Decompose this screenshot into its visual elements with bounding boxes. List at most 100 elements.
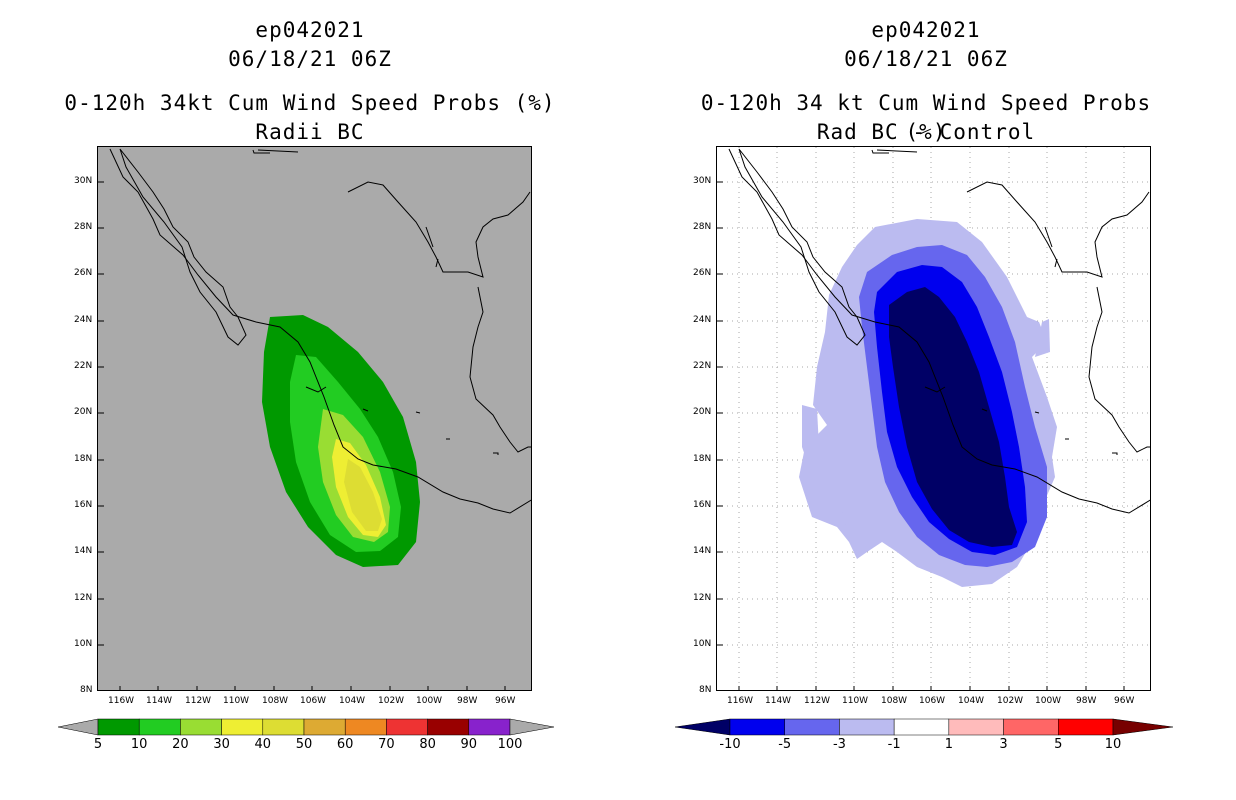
right-tick-marks xyxy=(717,181,1125,690)
right-lat-label: 26N xyxy=(693,268,712,278)
right-map-panel xyxy=(716,146,1151,691)
left-lat-label: 24N xyxy=(74,315,93,325)
right-colorbar-cell xyxy=(893,718,950,736)
right-colorbar-label: 5 xyxy=(1054,737,1063,752)
left-colorbar-label: 70 xyxy=(378,737,395,752)
right-lon-label: 104W xyxy=(958,696,985,706)
right-lon-label: 112W xyxy=(804,696,831,706)
right-lat-label: 20N xyxy=(693,407,712,417)
left-lat-label: 28N xyxy=(74,222,93,232)
left-colorbar-label: 20 xyxy=(172,737,189,752)
left-colorbar-cell xyxy=(303,718,346,736)
right-colorbar-label: 10 xyxy=(1104,737,1122,752)
right-contour-extra-a xyxy=(802,405,819,467)
left-colorbar-label: 90 xyxy=(460,737,478,752)
right-lat-label: 12N xyxy=(693,593,712,603)
right-lon-label: 108W xyxy=(881,696,908,706)
right-lon-label: 114W xyxy=(765,696,792,706)
right-datetime: 06/18/21 06Z xyxy=(844,47,1008,71)
left-lon-label: 104W xyxy=(339,696,366,706)
left-colorbar-cell xyxy=(427,718,470,736)
right-lat-label: 16N xyxy=(693,500,712,510)
left-colorbar-under-arrow xyxy=(58,718,99,736)
left-lon-label: 100W xyxy=(416,696,443,706)
left-colorbar xyxy=(58,718,554,736)
right-lat-label: 10N xyxy=(693,639,712,649)
left-colorbar-cell xyxy=(97,718,140,736)
left-lon-label: 112W xyxy=(185,696,212,706)
right-contour-minus10 xyxy=(889,287,1017,547)
left-colorbar-label: 80 xyxy=(419,737,436,752)
left-colorbar-label: 60 xyxy=(336,737,354,752)
left-colorbar-cell xyxy=(468,718,511,736)
left-colorbar-cell xyxy=(138,718,181,736)
right-colorbar-label: -3 xyxy=(832,737,846,752)
left-lat-label: 10N xyxy=(74,639,93,649)
right-colorbar-label: 1 xyxy=(944,737,953,752)
left-colorbar-label: 5 xyxy=(93,737,103,752)
left-colorbar-label: 30 xyxy=(213,737,230,752)
left-colorbar-cell xyxy=(344,718,387,736)
right-contour-extra-b xyxy=(842,509,865,532)
left-coastlines xyxy=(109,148,531,514)
right-colorbar-over-arrow xyxy=(1112,718,1173,736)
right-lat-label: 30N xyxy=(693,176,712,186)
left-subtitle: Radii BC xyxy=(255,120,365,144)
right-colorbar-cell xyxy=(784,718,840,736)
right-lat-label: 18N xyxy=(693,454,712,464)
left-lon-label: 96W xyxy=(495,696,516,706)
left-lon-label: 102W xyxy=(378,696,405,706)
right-colorbar-cell xyxy=(948,718,1004,736)
left-lat-label: 20N xyxy=(74,407,93,417)
right-colorbar-cell xyxy=(1058,718,1114,736)
right-colorbar-cell xyxy=(839,718,895,736)
left-lat-label: 12N xyxy=(74,593,93,603)
right-subtitle: Rad BC - Control xyxy=(816,120,1036,144)
right-lat-label: 8N xyxy=(699,685,712,695)
left-storm-id: ep042021 xyxy=(255,18,365,42)
left-lon-label: 116W xyxy=(108,696,135,706)
left-lat-label: 26N xyxy=(74,268,93,278)
right-colorbar-cell xyxy=(1003,718,1059,736)
left-tick-marks xyxy=(98,181,506,690)
right-colorbar-label: -5 xyxy=(778,737,792,752)
right-colorbar-cell xyxy=(729,718,785,736)
right-lon-label: 106W xyxy=(919,696,946,706)
right-lat-label: 14N xyxy=(693,546,712,556)
right-lon-label: 100W xyxy=(1035,696,1062,706)
right-lat-label: 28N xyxy=(693,222,712,232)
left-lat-label: 8N xyxy=(80,685,93,695)
left-contour-40 xyxy=(344,459,382,531)
left-map-svg xyxy=(98,148,531,690)
left-colorbar-cell xyxy=(262,718,305,736)
left-lon-label: 98W xyxy=(457,696,478,706)
left-lat-label: 30N xyxy=(74,176,93,186)
right-colorbar-label: -10 xyxy=(719,737,741,752)
left-map-panel xyxy=(97,146,532,691)
left-colorbar-cell xyxy=(221,718,264,736)
right-colorbar-label: 3 xyxy=(999,737,1008,752)
left-product-title: 0-120h 34kt Cum Wind Speed Probs (%) xyxy=(64,91,556,115)
right-colorbar-under-arrow xyxy=(675,718,731,736)
right-lon-label: 116W xyxy=(727,696,754,706)
right-colorbar-label: -1 xyxy=(887,737,901,752)
left-lat-label: 22N xyxy=(74,361,93,371)
left-datetime: 06/18/21 06Z xyxy=(228,47,392,71)
right-coastlines xyxy=(728,148,1150,514)
left-lat-label: 16N xyxy=(74,500,93,510)
left-lon-label: 108W xyxy=(262,696,289,706)
left-lon-label: 114W xyxy=(146,696,173,706)
right-storm-id: ep042021 xyxy=(871,18,981,42)
right-lon-label: 98W xyxy=(1076,696,1097,706)
right-colorbar xyxy=(675,718,1173,736)
left-colorbar-label: 50 xyxy=(295,737,313,752)
left-lat-label: 18N xyxy=(74,454,93,464)
left-colorbar-cell xyxy=(386,718,428,736)
right-product-title: 0-120h 34 kt Cum Wind Speed Probs (%) xyxy=(700,91,1152,144)
right-contour-extra-c xyxy=(1035,319,1050,357)
right-map-svg xyxy=(717,147,1150,690)
right-lat-label: 24N xyxy=(693,315,712,325)
left-colorbar-cell xyxy=(180,718,222,736)
left-colorbar-label: 10 xyxy=(130,737,148,752)
right-lat-label: 22N xyxy=(693,361,712,371)
